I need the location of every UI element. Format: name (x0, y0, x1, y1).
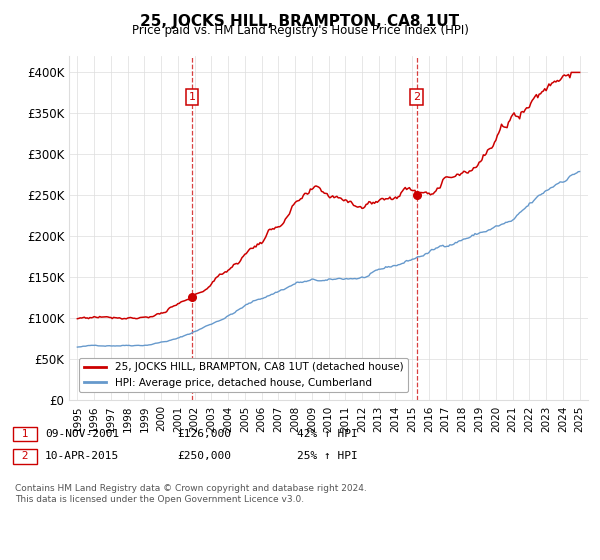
Text: 2: 2 (413, 92, 420, 102)
Text: 09-NOV-2001: 09-NOV-2001 (45, 429, 119, 439)
Text: Contains HM Land Registry data © Crown copyright and database right 2024.
This d: Contains HM Land Registry data © Crown c… (15, 484, 367, 504)
Text: 1: 1 (15, 429, 35, 439)
Text: 2: 2 (15, 451, 35, 461)
Text: 42% ↑ HPI: 42% ↑ HPI (297, 429, 358, 439)
Legend: 25, JOCKS HILL, BRAMPTON, CA8 1UT (detached house), HPI: Average price, detached: 25, JOCKS HILL, BRAMPTON, CA8 1UT (detac… (79, 358, 407, 392)
Text: 25% ↑ HPI: 25% ↑ HPI (297, 451, 358, 461)
Text: Price paid vs. HM Land Registry's House Price Index (HPI): Price paid vs. HM Land Registry's House … (131, 24, 469, 37)
Text: 25, JOCKS HILL, BRAMPTON, CA8 1UT: 25, JOCKS HILL, BRAMPTON, CA8 1UT (140, 14, 460, 29)
Text: 10-APR-2015: 10-APR-2015 (45, 451, 119, 461)
Text: £250,000: £250,000 (177, 451, 231, 461)
Text: 1: 1 (189, 92, 196, 102)
Text: £126,000: £126,000 (177, 429, 231, 439)
